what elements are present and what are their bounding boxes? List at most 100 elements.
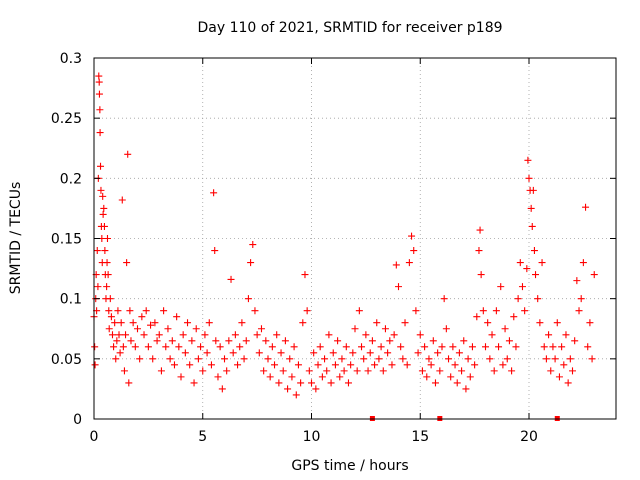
data-point — [103, 235, 111, 242]
data-point — [205, 319, 213, 327]
data-point — [110, 343, 118, 351]
data-point — [212, 337, 220, 345]
data-point — [242, 337, 250, 345]
data-point — [449, 343, 457, 351]
data-point — [119, 343, 127, 351]
data-point — [271, 361, 279, 369]
data-point — [399, 355, 407, 363]
data-point — [240, 355, 248, 363]
data-point — [229, 349, 237, 357]
data-point — [555, 373, 563, 381]
data-point — [458, 367, 466, 375]
data-point — [464, 355, 472, 363]
y-tick-label: 0.25 — [51, 111, 82, 127]
data-point — [442, 325, 450, 333]
data-point — [560, 361, 568, 369]
data-point — [468, 343, 476, 351]
data-point — [451, 361, 459, 369]
data-point — [530, 247, 538, 255]
data-point — [266, 373, 274, 381]
data-point — [260, 367, 268, 375]
data-point — [516, 259, 524, 267]
data-point — [371, 361, 379, 369]
data-point — [355, 307, 363, 315]
data-point — [418, 367, 426, 375]
data-point — [360, 355, 368, 363]
data-point — [312, 385, 320, 393]
data-point — [524, 156, 532, 164]
data-point — [579, 259, 587, 267]
data-point — [425, 355, 433, 363]
data-point — [118, 196, 126, 204]
data-point — [199, 367, 207, 375]
data-point — [144, 343, 152, 351]
data-point — [103, 259, 111, 267]
data-point — [327, 379, 335, 387]
data-point — [127, 337, 135, 345]
data-point — [173, 313, 181, 321]
data-point — [113, 337, 121, 345]
data-point — [453, 379, 461, 387]
data-point — [325, 331, 333, 339]
data-point — [434, 349, 442, 357]
data-point — [97, 186, 105, 194]
data-point — [518, 283, 526, 291]
data-point — [351, 325, 359, 333]
data-point — [184, 319, 192, 327]
data-point — [375, 355, 383, 363]
data-point — [588, 355, 596, 363]
data-point — [221, 355, 228, 363]
data-point — [155, 331, 163, 339]
data-point — [471, 361, 479, 369]
data-point — [575, 307, 583, 315]
data-point — [586, 319, 594, 327]
data-point — [123, 259, 131, 267]
data-point — [179, 331, 187, 339]
data-point — [234, 361, 242, 369]
data-point — [93, 247, 101, 255]
data-point — [462, 385, 470, 393]
data-point — [201, 331, 209, 339]
data-point — [368, 337, 376, 345]
data-point — [177, 373, 185, 381]
data-point — [421, 343, 429, 351]
data-point — [166, 355, 174, 363]
data-point — [488, 331, 496, 339]
data-point — [440, 295, 448, 303]
data-point — [484, 319, 492, 327]
data-point — [211, 247, 219, 255]
data-point — [136, 355, 144, 363]
grid-lines — [94, 58, 616, 419]
data-point — [336, 373, 344, 381]
data-point — [275, 379, 283, 387]
data-point — [436, 367, 444, 375]
data-point — [151, 319, 159, 327]
data-point — [188, 337, 196, 345]
data-point — [373, 319, 381, 327]
data-point — [299, 319, 307, 327]
data-point — [251, 307, 259, 315]
data-points — [90, 72, 598, 399]
data-point — [194, 355, 202, 363]
data-point — [142, 307, 150, 315]
data-point — [542, 355, 550, 363]
data-point — [386, 337, 394, 345]
data-point — [427, 361, 435, 369]
data-point — [244, 295, 252, 303]
data-point — [547, 367, 555, 375]
data-point — [99, 192, 107, 200]
x-tick-label: 5 — [198, 429, 207, 445]
data-point — [479, 307, 487, 315]
data-point — [227, 275, 235, 283]
data-point — [284, 385, 292, 393]
data-point — [342, 343, 350, 351]
data-point — [486, 355, 494, 363]
data-point — [549, 343, 557, 351]
data-point — [331, 361, 339, 369]
data-point — [340, 367, 348, 375]
data-point — [316, 343, 324, 351]
data-point — [490, 367, 498, 375]
data-point — [358, 343, 366, 351]
data-point — [366, 349, 374, 357]
data-point — [115, 331, 123, 339]
